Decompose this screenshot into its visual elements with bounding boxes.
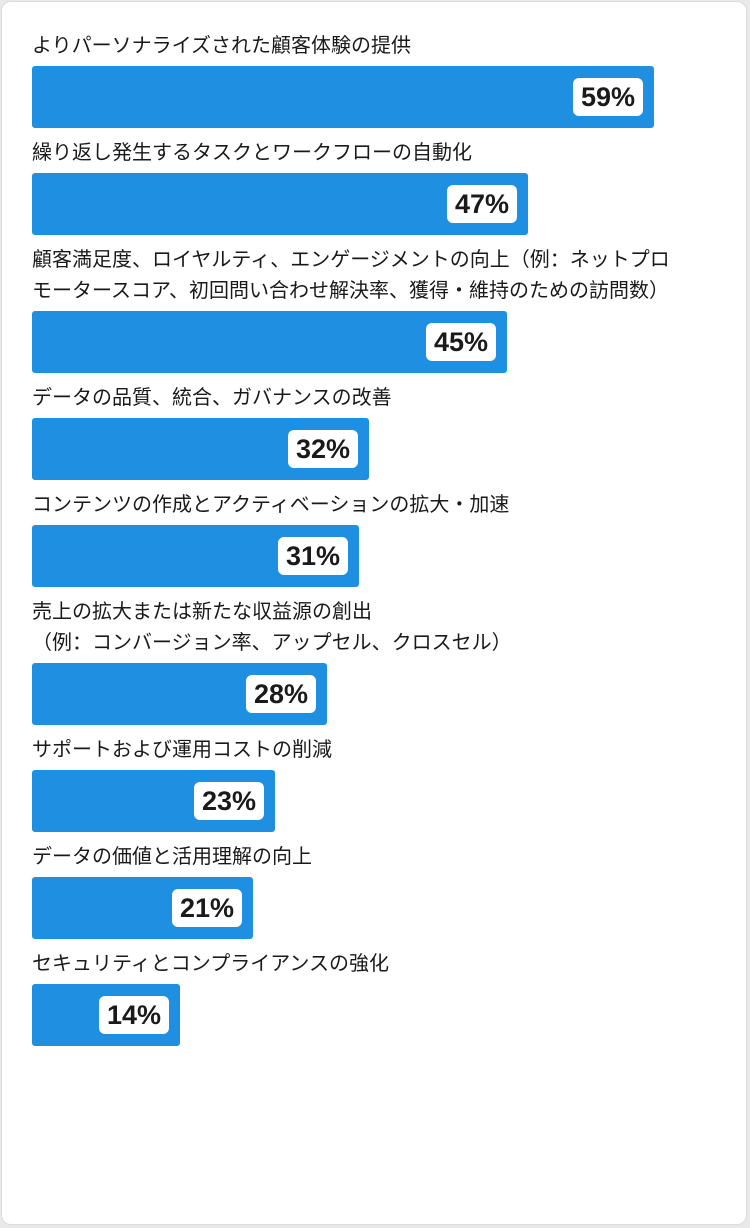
category-label-line: 顧客満足度、ロイヤルティ、エンゲージメントの向上（例：ネットプロ — [32, 247, 670, 271]
category-label: サポートおよび運用コストの削減 — [32, 734, 332, 765]
value-label: 23% — [194, 782, 265, 820]
value-label: 14% — [99, 996, 170, 1034]
category-label: セキュリティとコンプライアンスの強化 — [32, 948, 389, 979]
value-label: 32% — [288, 430, 359, 468]
value-label: 47% — [447, 185, 518, 223]
category-label: 売上の拡大または新たな収益源の創出 （例：コンバージョン率、アップセル、クロスセル… — [32, 596, 512, 658]
category-label: データの価値と活用理解の向上 — [32, 841, 312, 872]
bar: 28% — [32, 663, 327, 725]
category-label-line: モータースコア、初回問い合わせ解決率、獲得・維持のための訪問数） — [32, 278, 669, 302]
bar: 21% — [32, 877, 253, 939]
value-label: 28% — [246, 675, 317, 713]
category-label-line: 売上の拡大または新たな収益源の創出 — [32, 599, 372, 623]
value-label: 59% — [573, 78, 644, 116]
category-label-line: コンテンツの作成とアクティベーションの拡大・加速 — [32, 492, 510, 516]
bar: 45% — [32, 311, 507, 373]
category-label-line: データの価値と活用理解の向上 — [32, 844, 312, 868]
category-label-line: サポートおよび運用コストの削減 — [32, 737, 332, 761]
category-label-line: 繰り返し発生するタスクとワークフローの自動化 — [32, 140, 472, 164]
category-label-line: セキュリティとコンプライアンスの強化 — [32, 951, 389, 975]
value-label: 21% — [172, 889, 243, 927]
value-label: 45% — [426, 323, 497, 361]
bar: 31% — [32, 525, 359, 587]
category-label-line: データの品質、統合、ガバナンスの改善 — [32, 385, 392, 409]
category-label: データの品質、統合、ガバナンスの改善 — [32, 382, 392, 413]
category-label-line: よりパーソナライズされた顧客体験の提供 — [32, 33, 411, 57]
bar: 59% — [32, 66, 654, 128]
category-label: よりパーソナライズされた顧客体験の提供 — [32, 30, 411, 61]
value-label: 31% — [278, 537, 349, 575]
category-label-line: （例：コンバージョン率、アップセル、クロスセル） — [32, 630, 512, 654]
category-label: 繰り返し発生するタスクとワークフローの自動化 — [32, 137, 472, 168]
category-label: コンテンツの作成とアクティベーションの拡大・加速 — [32, 489, 509, 520]
category-label: 顧客満足度、ロイヤルティ、エンゲージメントの向上（例：ネットプロ モータースコア、… — [32, 244, 670, 306]
bar: 32% — [32, 418, 369, 480]
bar: 47% — [32, 173, 528, 235]
bar: 14% — [32, 984, 180, 1046]
bar: 23% — [32, 770, 275, 832]
